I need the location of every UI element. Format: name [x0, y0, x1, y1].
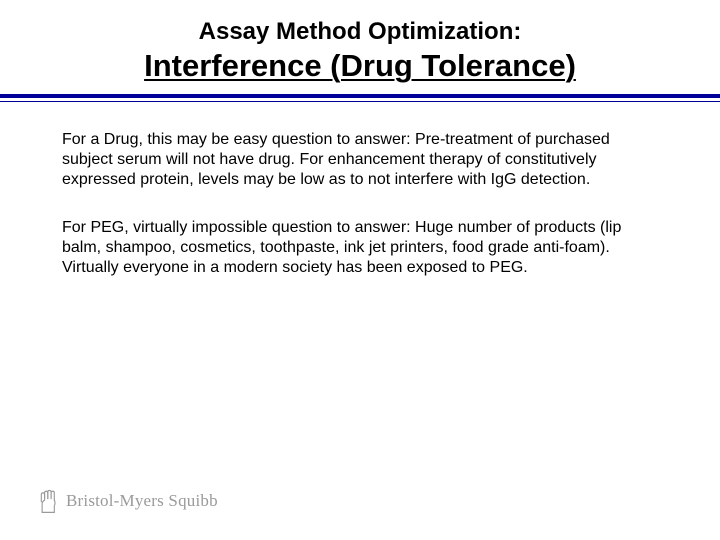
bms-hand-icon: [34, 488, 60, 514]
slide-subtitle: Assay Method Optimization:: [0, 18, 720, 46]
title-rule: [0, 94, 720, 102]
paragraph: For a Drug, this may be easy question to…: [62, 130, 658, 190]
company-logo-text: Bristol-Myers Squibb: [66, 491, 218, 511]
slide-title: Interference (Drug Tolerance): [0, 48, 720, 84]
title-block: Assay Method Optimization: Interference …: [0, 0, 720, 84]
rule-thick: [0, 94, 720, 98]
paragraph: For PEG, virtually impossible question t…: [62, 218, 658, 278]
company-logo: Bristol-Myers Squibb: [34, 488, 218, 514]
slide: Assay Method Optimization: Interference …: [0, 0, 720, 540]
body: For a Drug, this may be easy question to…: [0, 102, 720, 278]
